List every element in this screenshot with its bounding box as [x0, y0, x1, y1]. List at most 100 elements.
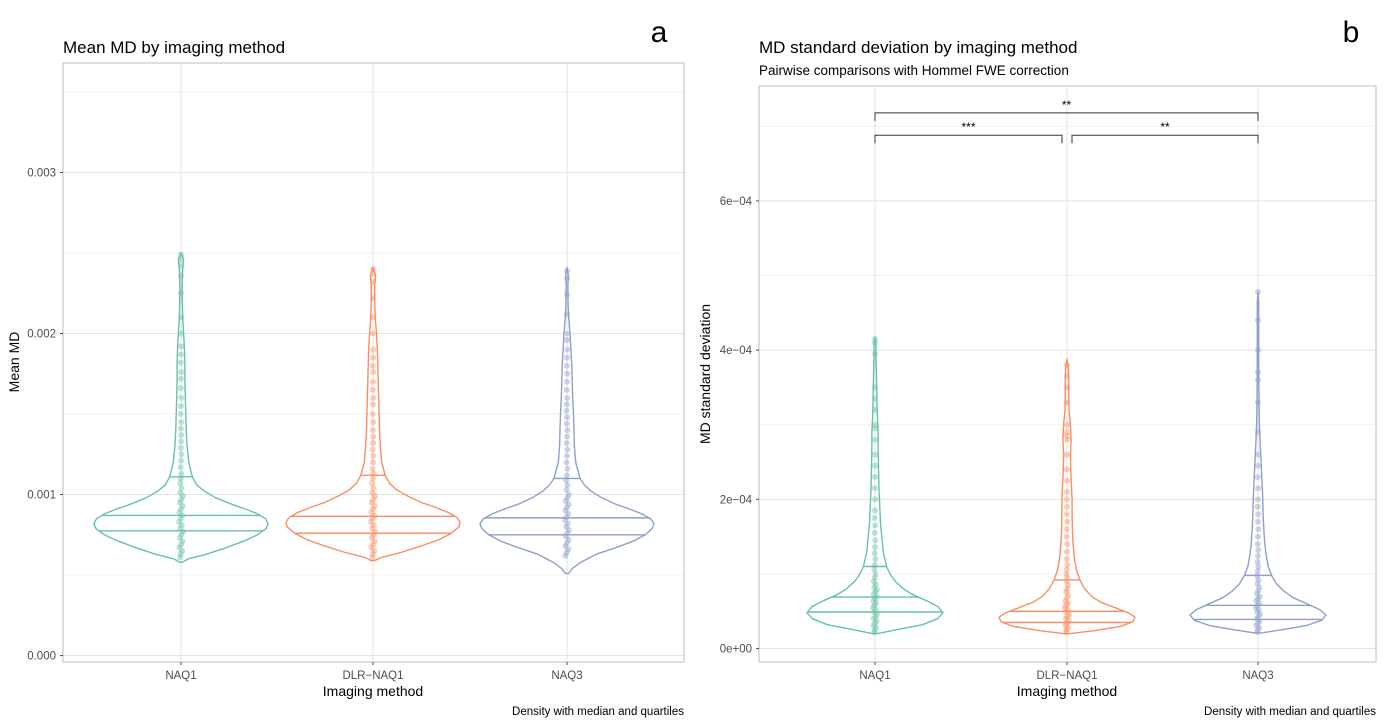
data-point [1255, 587, 1262, 594]
data-point [1254, 518, 1261, 525]
data-point [871, 507, 878, 514]
violin-naq3 [479, 266, 655, 575]
data-point [179, 493, 186, 500]
data-point [874, 611, 880, 618]
data-point [872, 613, 879, 620]
data-point [1062, 622, 1069, 629]
data-point [873, 600, 880, 607]
data-point [871, 626, 878, 633]
data-point [370, 485, 377, 492]
panel-a-x-ticks: NAQ1 DLR−NAQ1 NAQ3 [165, 662, 583, 682]
data-point [1065, 591, 1072, 598]
data-point [1063, 533, 1070, 540]
data-point [176, 518, 182, 525]
data-point [369, 489, 376, 496]
data-point [1254, 580, 1261, 587]
data-point [1062, 597, 1069, 604]
data-point [368, 499, 375, 506]
data-point [565, 491, 572, 498]
data-point [176, 509, 183, 516]
significance-bracket: *** [874, 120, 1063, 144]
data-point [872, 581, 879, 588]
data-point [178, 394, 185, 401]
data-point [564, 378, 570, 385]
data-point [873, 624, 880, 631]
data-point [1064, 574, 1071, 581]
panel-a-y-axis-label: Mean MD [6, 332, 22, 393]
data-point [1063, 496, 1070, 503]
data-point [1064, 518, 1071, 525]
data-point [178, 351, 185, 358]
data-point [1063, 432, 1070, 439]
data-point [177, 411, 184, 418]
data-point [1254, 559, 1261, 566]
data-point [1255, 620, 1261, 627]
data-point [1254, 473, 1261, 480]
data-point [1255, 485, 1262, 492]
data-point [178, 470, 185, 477]
data-point [1064, 503, 1071, 510]
data-point [564, 452, 570, 459]
data-point [1062, 615, 1069, 622]
violin-dlr-naq1 [998, 358, 1136, 636]
data-point [1254, 626, 1261, 633]
data-point [1253, 615, 1260, 622]
data-point [1064, 620, 1070, 627]
data-point [564, 394, 571, 401]
data-point [872, 350, 879, 357]
data-point [369, 465, 376, 472]
data-point [178, 375, 184, 382]
data-point [368, 544, 375, 551]
data-point [562, 517, 568, 524]
data-point [871, 529, 878, 536]
y-tick-label: 2e−04 [720, 494, 753, 506]
data-point [370, 459, 376, 466]
data-point [1254, 503, 1261, 510]
data-point [1253, 590, 1260, 597]
data-point [177, 402, 184, 409]
y-tick-label: 0.001 [27, 490, 56, 502]
data-point [369, 362, 376, 369]
x-tick-label: NAQ3 [1242, 670, 1273, 682]
data-point [870, 622, 877, 629]
data-point [871, 451, 878, 458]
panel-b-subtitle: Pairwise comparisons with Hommel FWE cor… [759, 63, 1069, 78]
violin-naq1 [806, 335, 944, 636]
data-point [369, 411, 376, 418]
data-point [369, 554, 376, 561]
data-point [563, 407, 570, 414]
data-point [1255, 576, 1262, 583]
panel-b-letter: b [1343, 16, 1360, 49]
data-point [1255, 399, 1262, 406]
panel-a-violins [93, 251, 655, 575]
data-point [177, 464, 184, 471]
data-point [563, 440, 570, 447]
panel-a-letter: a [651, 16, 668, 49]
data-point [1254, 629, 1261, 636]
violin-outline [93, 252, 269, 563]
data-point [179, 547, 186, 554]
data-point [564, 414, 571, 421]
data-point [370, 522, 377, 529]
data-point [870, 591, 877, 598]
data-point [872, 473, 878, 480]
data-point [370, 541, 376, 548]
data-point [368, 518, 374, 525]
data-point [369, 525, 376, 532]
data-point [177, 385, 184, 392]
data-point [1064, 613, 1071, 620]
significance-label: ** [1062, 98, 1072, 112]
violin-dlr-naq1 [285, 266, 461, 562]
data-point [176, 544, 183, 551]
data-point [1255, 511, 1262, 518]
data-point [871, 421, 878, 428]
data-point [1064, 562, 1071, 569]
data-point [178, 531, 185, 538]
data-point [1063, 602, 1070, 609]
data-point [1063, 488, 1070, 495]
y-tick-label: 6e−04 [720, 196, 753, 208]
data-point [369, 427, 376, 434]
panel-b: MD standard deviation by imaging method … [697, 16, 1377, 718]
data-point [562, 543, 569, 550]
data-point [564, 520, 571, 527]
